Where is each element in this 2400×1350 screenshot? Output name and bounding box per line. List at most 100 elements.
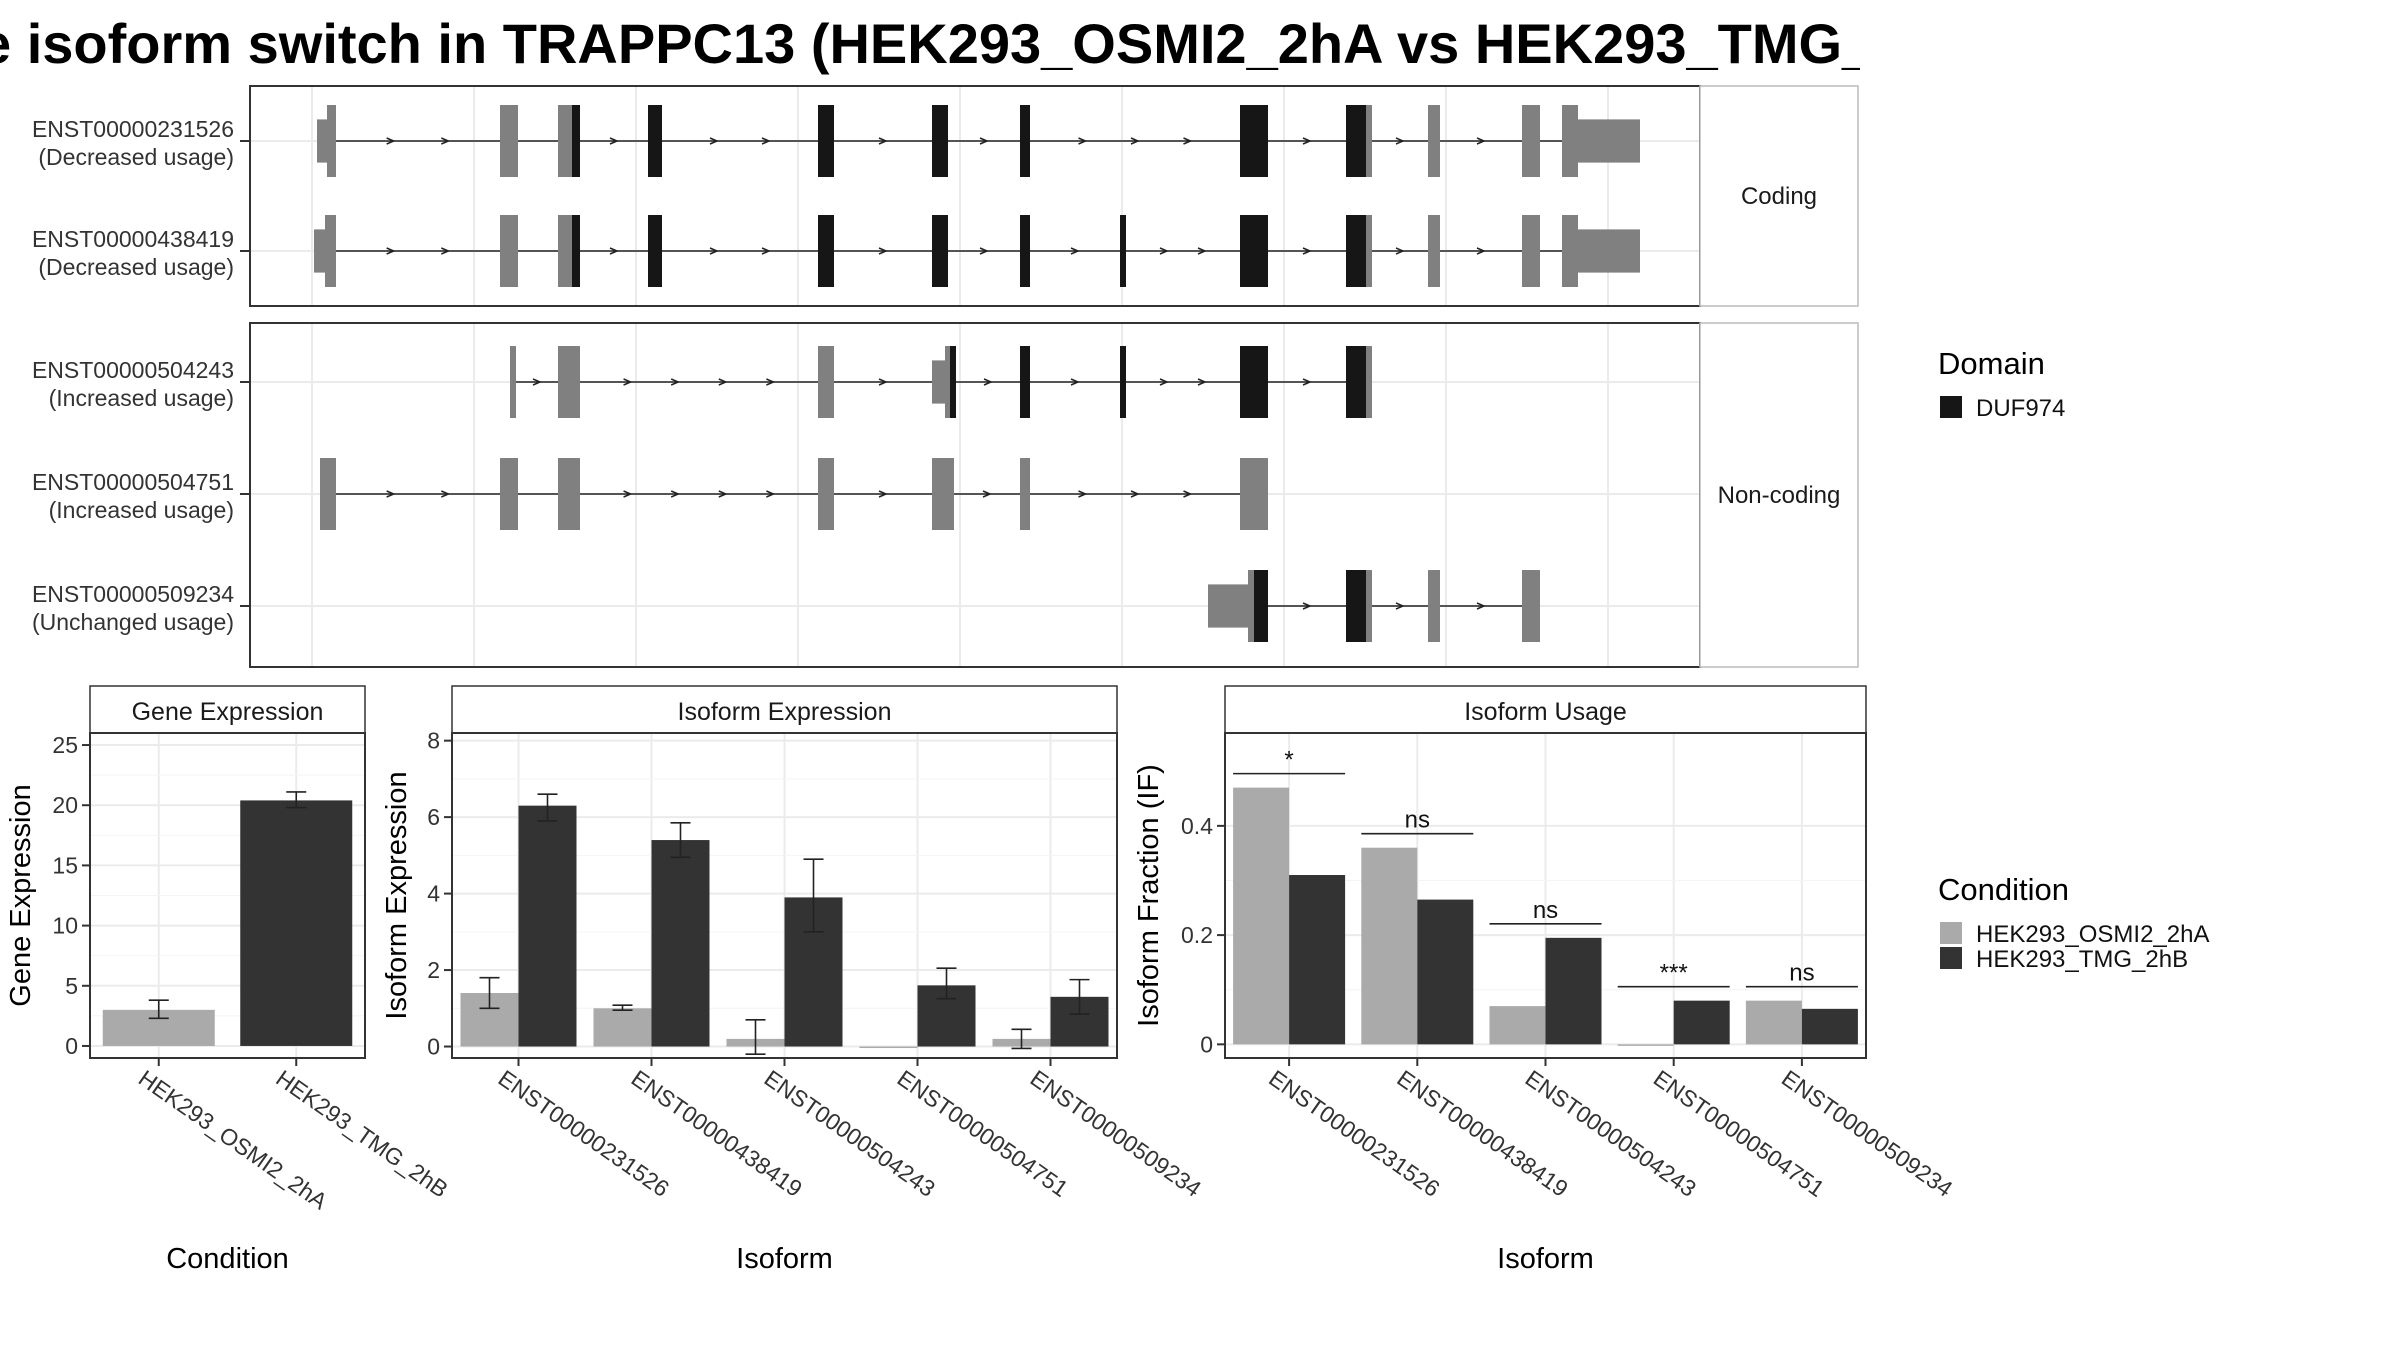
intron-arrow [983, 378, 993, 386]
panel-strip [451, 685, 1118, 734]
transcript-id: ENST00000231526 [32, 116, 234, 142]
transcript-usage: (Unchanged usage) [32, 609, 234, 635]
bar [1489, 1006, 1546, 1045]
exon-domain [1240, 105, 1268, 177]
intron-arrow [1078, 490, 1088, 498]
intron-arrow [1302, 137, 1312, 145]
exon [558, 215, 572, 287]
bar [1361, 847, 1418, 1045]
exon [500, 215, 518, 287]
intron-arrow [979, 247, 989, 255]
bar [1545, 937, 1602, 1045]
exon [1428, 215, 1440, 287]
bar [1745, 1000, 1802, 1045]
legends: Domain DUF974 Condition HEK293_OSMI2_2hAHEK… [1938, 346, 2209, 973]
intron-arrow [1476, 602, 1486, 610]
intron-arrow [766, 378, 776, 386]
intron-arrow [441, 137, 451, 145]
x-axis-title: Condition [166, 1243, 289, 1275]
significance-label: ns [1533, 897, 1558, 924]
exon-domain [1346, 346, 1366, 418]
intron-arrow [979, 137, 989, 145]
intron-arrow [1078, 137, 1088, 145]
intron-arrow [386, 137, 396, 145]
exon-domain [1346, 105, 1366, 177]
facet-label: Non-coding [1718, 482, 1841, 509]
exon-domain [950, 346, 956, 418]
transcript-ENST00000509234 [1208, 570, 1540, 642]
transcript-id: ENST00000438419 [32, 226, 234, 252]
intron-arrow [623, 490, 633, 498]
exon-domain [1254, 570, 1268, 642]
intron-arrow [982, 490, 992, 498]
y-tick-label: 4 [427, 881, 440, 907]
error-bar [148, 999, 169, 1020]
exon [932, 360, 945, 404]
intron-arrow [1302, 602, 1312, 610]
error-bar [803, 858, 824, 933]
y-tick-label: 0 [65, 1033, 78, 1059]
exon [1578, 119, 1640, 163]
panel-title: Isoform Expression [678, 698, 892, 726]
intron-arrow [1395, 247, 1405, 255]
panel-border [451, 732, 1118, 1059]
intron-arrow [1159, 247, 1169, 255]
exon [1240, 458, 1268, 530]
error-bar [537, 793, 558, 822]
intron-arrow [1395, 137, 1405, 145]
significance-label: ns [1405, 807, 1430, 834]
panel-border [89, 732, 366, 1059]
facet-panel [250, 86, 1700, 306]
error-bar [1069, 978, 1090, 1015]
x-axis-title: Isoform [736, 1243, 833, 1275]
isoform-usage-plot: Isoform Usage00.20.4*ENST00000231526nsEN… [1133, 685, 1958, 1275]
error-bar [670, 822, 691, 859]
intron-arrow [718, 490, 728, 498]
error-bar [612, 1004, 633, 1012]
panel-strip [1224, 685, 1867, 734]
y-tick-label: 8 [427, 728, 440, 754]
transcript-ENST00000504243 [510, 346, 1372, 418]
panel-title: Gene Expression [132, 698, 324, 726]
legend-entry: HEK293_OSMI2_2hA [1976, 921, 2209, 948]
exon [1428, 570, 1440, 642]
transcript-usage: (Increased usage) [49, 385, 234, 411]
exon-domain [1020, 346, 1030, 418]
exon [1522, 570, 1540, 642]
exon-domain [1020, 105, 1030, 177]
exon-domain [1240, 215, 1268, 287]
exon-domain [572, 215, 580, 287]
isoform-expression-plot: Isoform Expression02468ENST00000231526EN… [381, 685, 1206, 1275]
legend-entry: HEK293_TMG_2hB [1976, 946, 2188, 973]
intron-arrow [386, 247, 396, 255]
transcript-ENST00000504751 [320, 458, 1268, 530]
exon-domain [1240, 346, 1268, 418]
intron-arrow [441, 247, 451, 255]
exon [1562, 215, 1578, 287]
transcript-ENST00000231526 [317, 105, 1640, 177]
exon [558, 458, 580, 530]
exon [1522, 105, 1540, 177]
significance-label: *** [1660, 960, 1688, 987]
intron-arrow [1302, 378, 1312, 386]
x-axis-title: Isoform [1497, 1243, 1594, 1275]
transcript-label: ENST00000509234(Unchanged usage) [32, 581, 234, 635]
exon [1020, 458, 1030, 530]
transcript-id: ENST00000509234 [32, 581, 234, 607]
exon [1366, 570, 1372, 642]
error-bar [745, 1018, 766, 1055]
domain-legend: Domain DUF974 [1938, 346, 2065, 422]
error-bar [936, 967, 957, 1000]
panel-title: Isoform Usage [1464, 698, 1627, 726]
panel-border [1224, 732, 1867, 1059]
bar [240, 800, 353, 1046]
bar [1673, 1000, 1730, 1045]
bar [651, 840, 710, 1047]
y-tick-label: 20 [52, 792, 78, 818]
transcript-label: ENST00000438419(Decreased usage) [32, 226, 234, 280]
intron-arrow [761, 137, 771, 145]
bar [1417, 899, 1474, 1045]
intron-arrow [878, 247, 888, 255]
exon-domain [1346, 570, 1366, 642]
exon [1208, 584, 1248, 628]
